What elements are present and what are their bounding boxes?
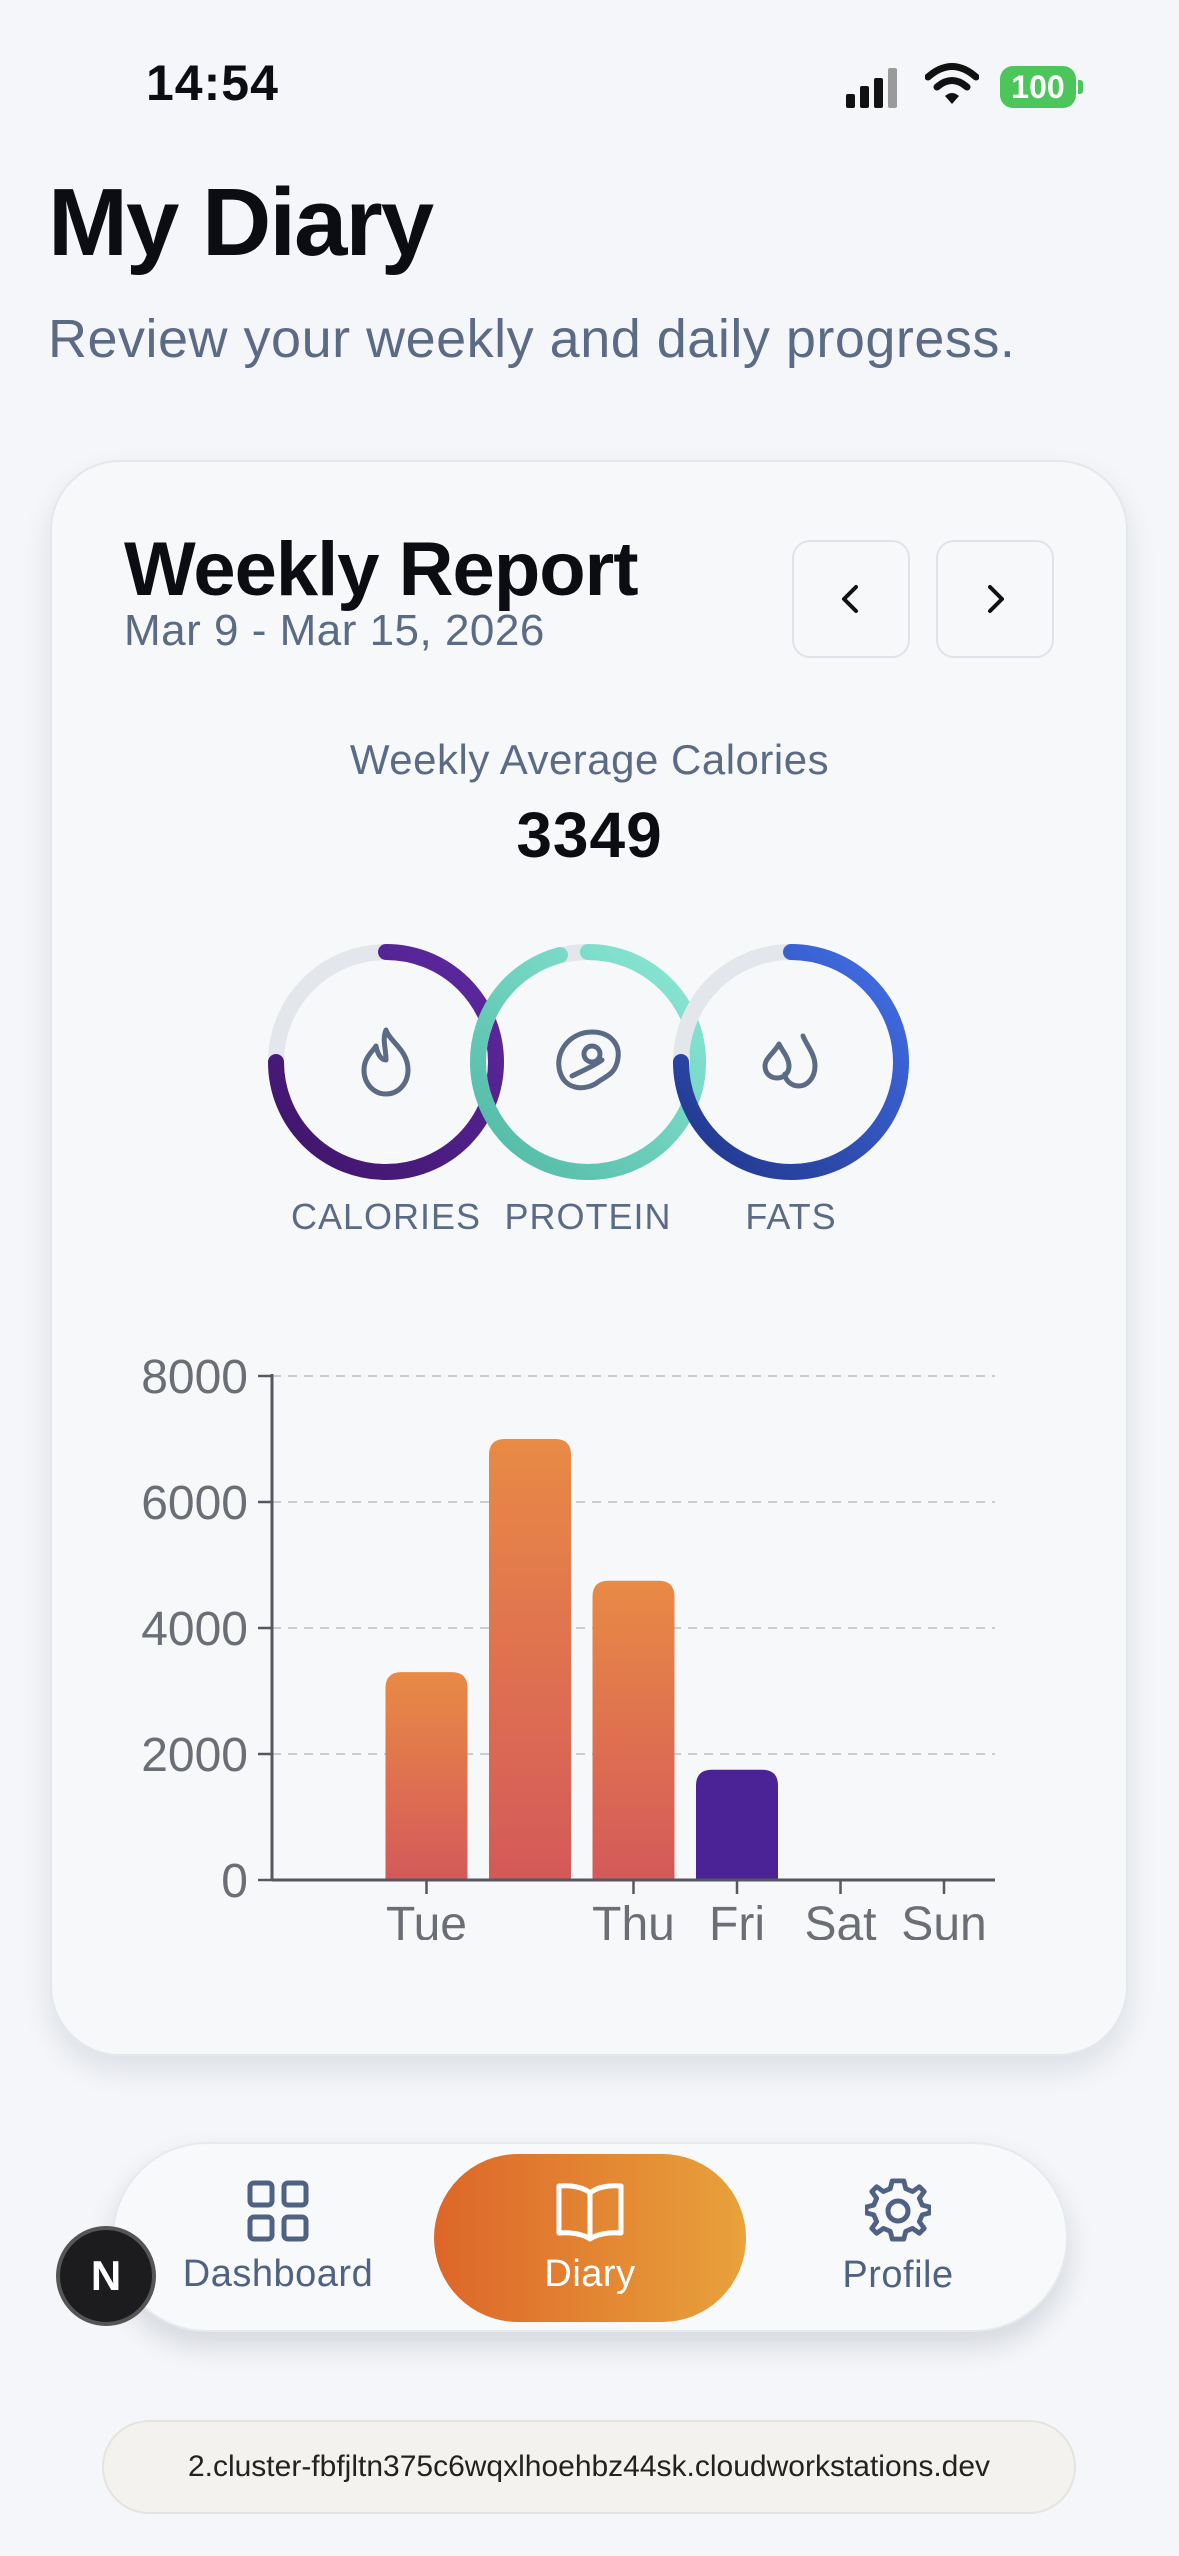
- bar-fri[interactable]: [696, 1769, 778, 1880]
- y-tick-label: 0: [221, 1855, 248, 1908]
- x-tick-label: Sun: [901, 1898, 986, 1940]
- avg-calories-label: Weekly Average Calories: [349, 736, 830, 783]
- gear-icon: [865, 2177, 931, 2242]
- x-tick-label: Tue: [386, 1898, 467, 1940]
- bar-wed[interactable]: [489, 1439, 571, 1880]
- cellular-signal-icon: [846, 68, 897, 108]
- calories-ring: [268, 944, 504, 1180]
- nav-profile[interactable]: Profile: [748, 2142, 1048, 2332]
- calories-bar-chart: 0 2000 4000 6000 8000 Tue Thu Fri Sat Sun: [141, 1351, 995, 1940]
- url-bar[interactable]: 2.cluster-fbfjltn375c6wqxlhoehbz44sk.clo…: [102, 2420, 1076, 2514]
- dev-tools-badge[interactable]: N: [56, 2226, 156, 2326]
- y-tick-label: 6000: [141, 1477, 248, 1530]
- grid-icon: [247, 2180, 309, 2241]
- steak-icon: [556, 1029, 621, 1091]
- droplets-icon: [762, 1033, 818, 1089]
- battery-indicator: 100: [1000, 66, 1076, 108]
- nav-diary-label: Diary: [544, 2252, 636, 2295]
- y-tick-label: 2000: [141, 1729, 248, 1782]
- card-title: Weekly Report: [124, 527, 639, 612]
- nav-profile-label: Profile: [842, 2253, 954, 2296]
- previous-week-button[interactable]: [792, 540, 910, 658]
- page-subtitle: Review your weekly and daily progress.: [48, 309, 1016, 369]
- flame-icon: [361, 1027, 411, 1097]
- page-title: My Diary: [48, 169, 434, 276]
- x-tick-label: Thu: [592, 1898, 675, 1940]
- battery-tip: [1078, 80, 1083, 94]
- fats-ring: [673, 944, 909, 1180]
- calories-ring-label: CALORIES: [290, 1196, 482, 1237]
- wifi-icon: [925, 63, 979, 104]
- bar-tue[interactable]: [385, 1672, 468, 1880]
- weekly-report-card: [50, 460, 1128, 2056]
- x-tick-label: Fri: [709, 1898, 765, 1940]
- macro-rings: [268, 944, 909, 1180]
- chevron-left-icon: [842, 585, 858, 613]
- avg-calories-value: 3349: [516, 799, 663, 871]
- nav-dashboard-label: Dashboard: [182, 2252, 374, 2295]
- protein-ring-label: PROTEIN: [504, 1196, 672, 1237]
- next-week-button[interactable]: [936, 540, 1054, 658]
- nav-dashboard[interactable]: Dashboard: [128, 2142, 428, 2332]
- date-range: Mar 9 - Mar 15, 2026: [124, 606, 545, 655]
- x-tick-label: Sat: [804, 1898, 876, 1940]
- status-time: 14:54: [146, 55, 279, 111]
- book-icon: [556, 2182, 624, 2241]
- protein-ring: [469, 944, 706, 1180]
- chevron-right-icon: [988, 585, 1004, 613]
- y-tick-label: 4000: [141, 1603, 248, 1656]
- nav-diary[interactable]: Diary: [434, 2154, 746, 2322]
- y-tick-label: 8000: [141, 1351, 248, 1404]
- fats-ring-label: FATS: [745, 1196, 837, 1237]
- bar-thu[interactable]: [592, 1580, 675, 1880]
